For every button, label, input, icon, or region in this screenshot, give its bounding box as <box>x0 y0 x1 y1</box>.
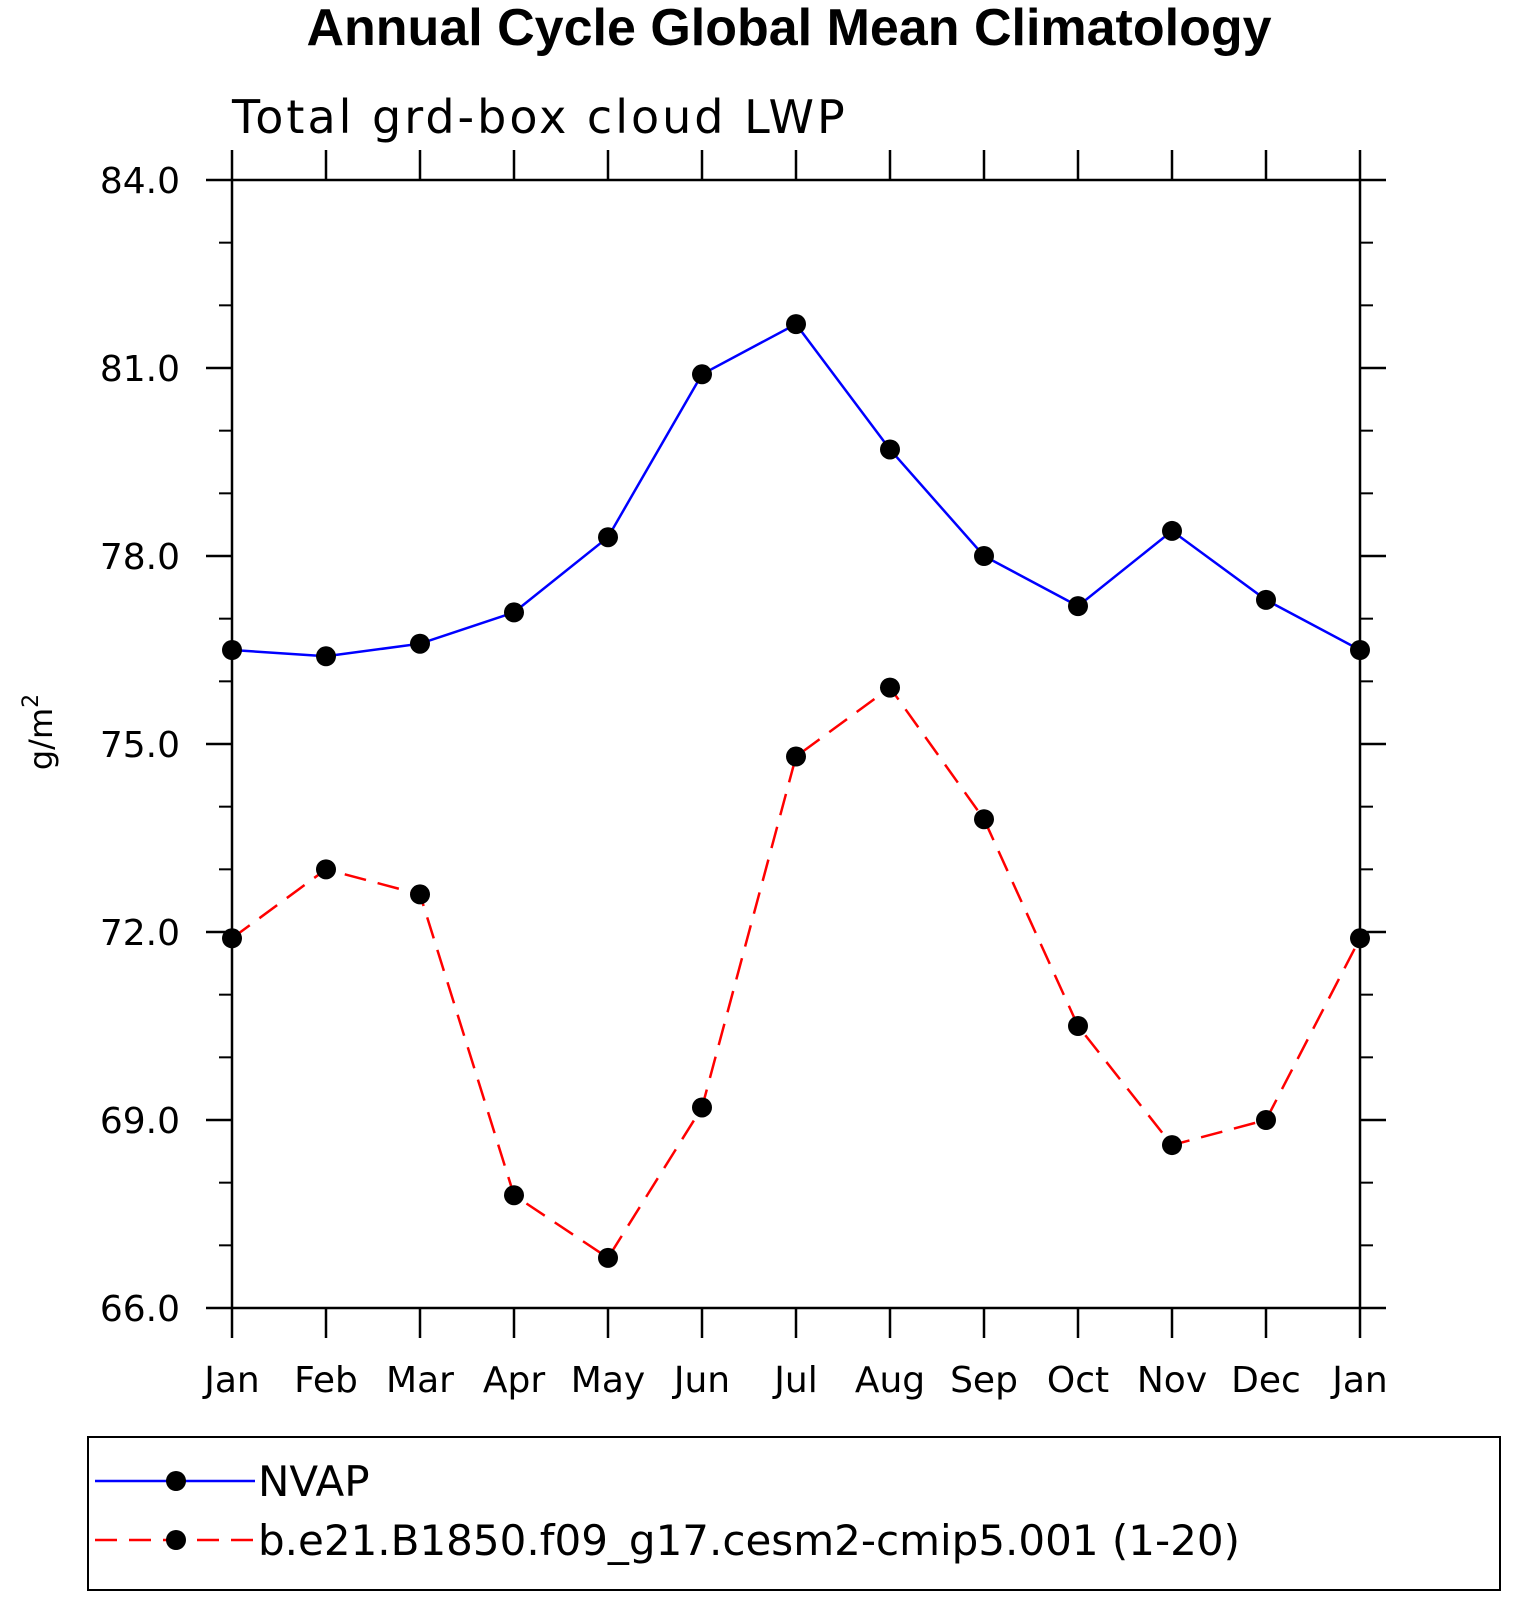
series-line-0 <box>231 322 1361 658</box>
series-1-point <box>222 928 242 949</box>
x-tick-label: Jun <box>672 1360 730 1401</box>
chart-subtitle: Total grd-box cloud LWP <box>231 90 848 144</box>
legend-marker-0 <box>166 1471 186 1491</box>
series-0-point <box>786 314 806 335</box>
y-axis-label: g/m2 <box>19 694 60 770</box>
y-tick-label: 78.0 <box>100 537 180 578</box>
x-tick-label: Mar <box>386 1360 454 1401</box>
series-0-point <box>1162 520 1182 541</box>
legend-marker-1 <box>166 1530 186 1550</box>
series-line-1 <box>231 685 1362 1260</box>
series-1-point <box>1162 1135 1182 1156</box>
series-0-point <box>880 439 900 460</box>
legend: NVAP b.e21.B1850.f09_g17.cesm2-cmip5.001 … <box>87 1436 1501 1591</box>
plot-frame <box>230 178 1362 1310</box>
series-0-point <box>410 633 430 654</box>
y-tick-label: 75.0 <box>100 725 180 766</box>
x-tick-label: Jul <box>772 1360 817 1401</box>
series-0-point <box>1068 596 1088 617</box>
x-tick-label: Sep <box>950 1360 1018 1401</box>
series-1-point <box>1068 1016 1088 1036</box>
legend-label-0: NVAP <box>258 1457 370 1506</box>
x-tick-label: Apr <box>483 1360 545 1401</box>
x-tick-label: Feb <box>294 1360 358 1401</box>
y-tick-label: 84.0 <box>100 161 180 202</box>
series-1-point <box>880 677 900 698</box>
y-axis-label-superscript: 2 <box>19 694 44 708</box>
series-0-point <box>504 602 524 623</box>
x-tick-label: Oct <box>1047 1360 1109 1401</box>
series-1-point <box>786 746 806 767</box>
series-1-point <box>1256 1110 1276 1130</box>
x-tick-label: May <box>571 1360 645 1401</box>
x-tick-label: Jan <box>202 1360 260 1401</box>
series-0-point <box>598 527 618 548</box>
series-1-point <box>598 1247 618 1268</box>
series-1-point <box>410 884 430 905</box>
series-0-point <box>692 364 712 385</box>
y-axis-label-text: g/m <box>22 708 60 770</box>
series-1-point <box>316 859 336 880</box>
series-1-point <box>1350 928 1370 949</box>
series-0-point <box>974 546 994 566</box>
axes <box>230 178 1362 1310</box>
x-tick-label: Aug <box>855 1360 925 1401</box>
series-1-point <box>504 1185 524 1206</box>
ticks: 66.0 69.0 72.0 75.0 78.0 81.0 84.0 Jan Feb Mar Apr… <box>100 150 1388 1401</box>
y-tick-label: 81.0 <box>100 349 180 390</box>
series-0-point <box>1350 640 1370 660</box>
x-tick-label: Dec <box>1231 1360 1301 1401</box>
series-1-point <box>692 1097 712 1118</box>
series-layer <box>222 314 1370 1268</box>
series-0-point <box>222 640 242 660</box>
x-tick-label: Nov <box>1137 1360 1207 1401</box>
y-tick-label: 69.0 <box>100 1101 180 1142</box>
chart-title: Annual Cycle Global Mean Climatology <box>306 0 1271 57</box>
x-tick-label: Jan <box>1330 1360 1388 1401</box>
series-0-point <box>316 646 336 667</box>
legend-box <box>87 1436 1501 1591</box>
series-0-point <box>1256 589 1276 610</box>
legend-label-1: b.e21.B1850.f09_g17.cesm2-cmip5.001 (1-2… <box>258 1516 1240 1565</box>
series-1-point <box>974 809 994 830</box>
y-tick-label: 72.0 <box>100 913 180 954</box>
y-tick-label: 66.0 <box>100 1289 180 1330</box>
